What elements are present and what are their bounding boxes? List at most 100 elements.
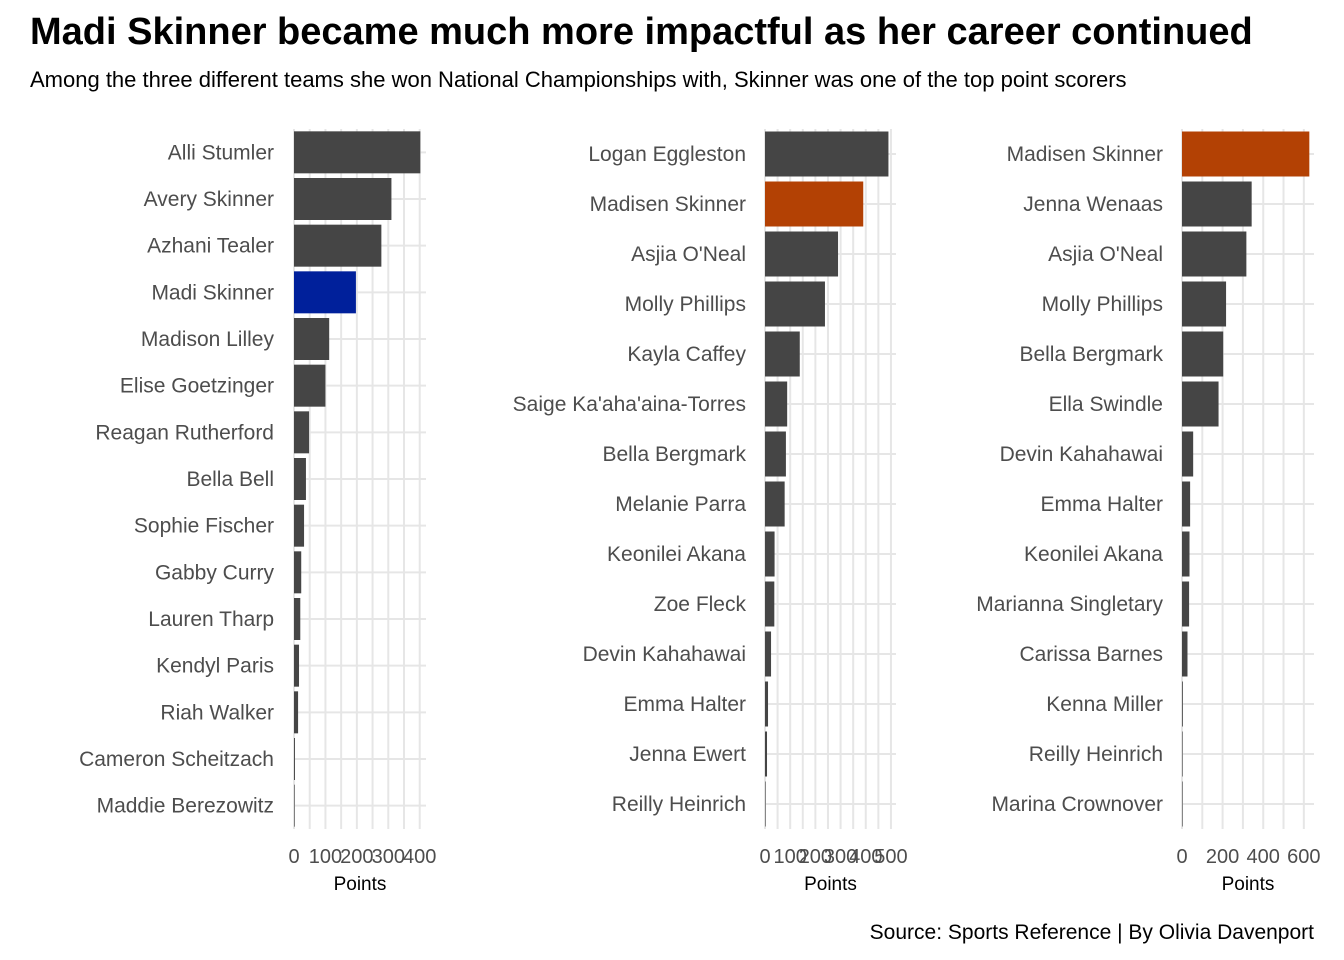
category-label: Devin Kahahawai: [583, 643, 746, 666]
category-label: Emma Halter: [1040, 493, 1163, 516]
bar: [294, 318, 330, 360]
tick-label: 300: [824, 846, 857, 868]
category-label: Devin Kahahawai: [1000, 443, 1163, 466]
bar: [1182, 631, 1188, 677]
category-label: Jenna Ewert: [629, 743, 746, 766]
bar: [294, 224, 382, 267]
category-label: Kenna Miller: [1046, 693, 1163, 716]
tick-label: 100: [774, 846, 807, 868]
bar: [1182, 581, 1190, 627]
category-label: Avery Skinner: [144, 188, 274, 211]
tick-label: 400: [849, 846, 882, 868]
bar: [294, 131, 421, 174]
chart-caption: Source: Sports Reference | By Olivia Dav…: [869, 921, 1314, 944]
category-label: Madisen Skinner: [1007, 143, 1163, 166]
bar: [294, 411, 310, 454]
category-label: Marina Crownover: [991, 793, 1163, 816]
category-label: Reilly Heinrich: [1029, 743, 1163, 766]
bar: [1182, 481, 1191, 527]
bar: [1182, 681, 1183, 727]
tick-label: 100: [309, 846, 342, 868]
bar: [765, 631, 772, 677]
panel-3: Madisen Skinner Jenna Wenaas Asjia O'Neal M…: [976, 129, 1321, 895]
category-label: Jenna Wenaas: [1023, 193, 1163, 216]
category-label: Keonilei Akana: [1024, 543, 1163, 566]
category-label: Reilly Heinrich: [612, 793, 746, 816]
bar: [765, 431, 786, 477]
category-label: Keonilei Akana: [607, 543, 746, 566]
category-label: Bella Bell: [186, 468, 274, 491]
tick-label: 200: [799, 846, 832, 868]
axis-title: Points: [334, 874, 387, 895]
bar: [765, 481, 785, 527]
bar: [294, 178, 392, 220]
category-label: Molly Phillips: [1042, 293, 1163, 316]
bar: [1182, 231, 1247, 277]
tick-label: 200: [340, 846, 373, 868]
category-label: Kayla Caffey: [627, 343, 746, 366]
category-label: Madi Skinner: [151, 281, 274, 304]
bar: [765, 381, 788, 427]
bar: [294, 364, 326, 407]
category-label: Reagan Rutherford: [95, 421, 274, 444]
category-label: Alli Stumler: [168, 141, 274, 164]
category-label: Melanie Parra: [615, 493, 746, 516]
bar: [1182, 731, 1183, 777]
bar: [1182, 431, 1194, 477]
tick-label: 0: [1176, 846, 1187, 868]
category-label: Asjia O'Neal: [631, 243, 746, 266]
category-label: Marianna Singletary: [976, 593, 1163, 616]
bar: [765, 731, 768, 777]
category-label: Saige Ka'aha'aina-Torres: [513, 393, 746, 416]
bar: [294, 738, 295, 780]
tick-label: 400: [1247, 846, 1280, 868]
category-label: Asjia O'Neal: [1048, 243, 1163, 266]
axis-title: Points: [804, 874, 857, 895]
bar: [294, 271, 356, 314]
category-label: Logan Eggleston: [588, 143, 746, 166]
tick-label: 300: [372, 846, 405, 868]
bar: [765, 781, 766, 827]
category-label: Kendyl Paris: [156, 655, 274, 678]
category-label: Bella Bergmark: [1019, 343, 1163, 366]
bar: [1182, 331, 1224, 377]
bar: [294, 691, 299, 734]
bar: [765, 281, 825, 327]
bar: [765, 581, 775, 627]
category-label: Bella Bergmark: [602, 443, 746, 466]
bar: [765, 181, 864, 227]
category-label: Ella Swindle: [1049, 393, 1163, 416]
panel-1: Alli Stumler Avery Skinner Azhani Tealer Ma…: [79, 129, 436, 895]
bar: [1182, 131, 1310, 177]
chart-title: Madi Skinner became much more impactful …: [30, 11, 1253, 53]
tick-label: 0: [288, 846, 299, 868]
bar: [765, 681, 769, 727]
bar: [765, 331, 800, 377]
category-label: Azhani Tealer: [147, 235, 274, 258]
tick-label: 0: [759, 846, 770, 868]
bar: [1182, 181, 1252, 227]
category-label: Gabby Curry: [155, 561, 275, 584]
category-label: Emma Halter: [623, 693, 746, 716]
bar: [294, 644, 300, 687]
category-label: Maddie Berezowitz: [97, 795, 274, 818]
bar: [765, 231, 839, 277]
axis-title: Points: [1222, 874, 1275, 895]
category-label: Elise Goetzinger: [120, 375, 274, 398]
bar: [294, 784, 295, 827]
bar: [294, 598, 301, 640]
bar: [765, 131, 889, 177]
bar: [294, 504, 305, 547]
chart-subtitle: Among the three different teams she won …: [30, 67, 1127, 92]
bar: [294, 551, 302, 594]
tick-label: 200: [1206, 846, 1239, 868]
category-label: Zoe Fleck: [654, 593, 747, 616]
bar: [1182, 281, 1227, 327]
category-label: Riah Walker: [160, 701, 274, 724]
category-label: Madisen Skinner: [590, 193, 746, 216]
bar: [1182, 381, 1219, 427]
panel-2: Logan Eggleston Madisen Skinner Asjia O'Ne…: [513, 129, 908, 895]
bar: [1182, 781, 1183, 827]
tick-label: 500: [874, 846, 907, 868]
